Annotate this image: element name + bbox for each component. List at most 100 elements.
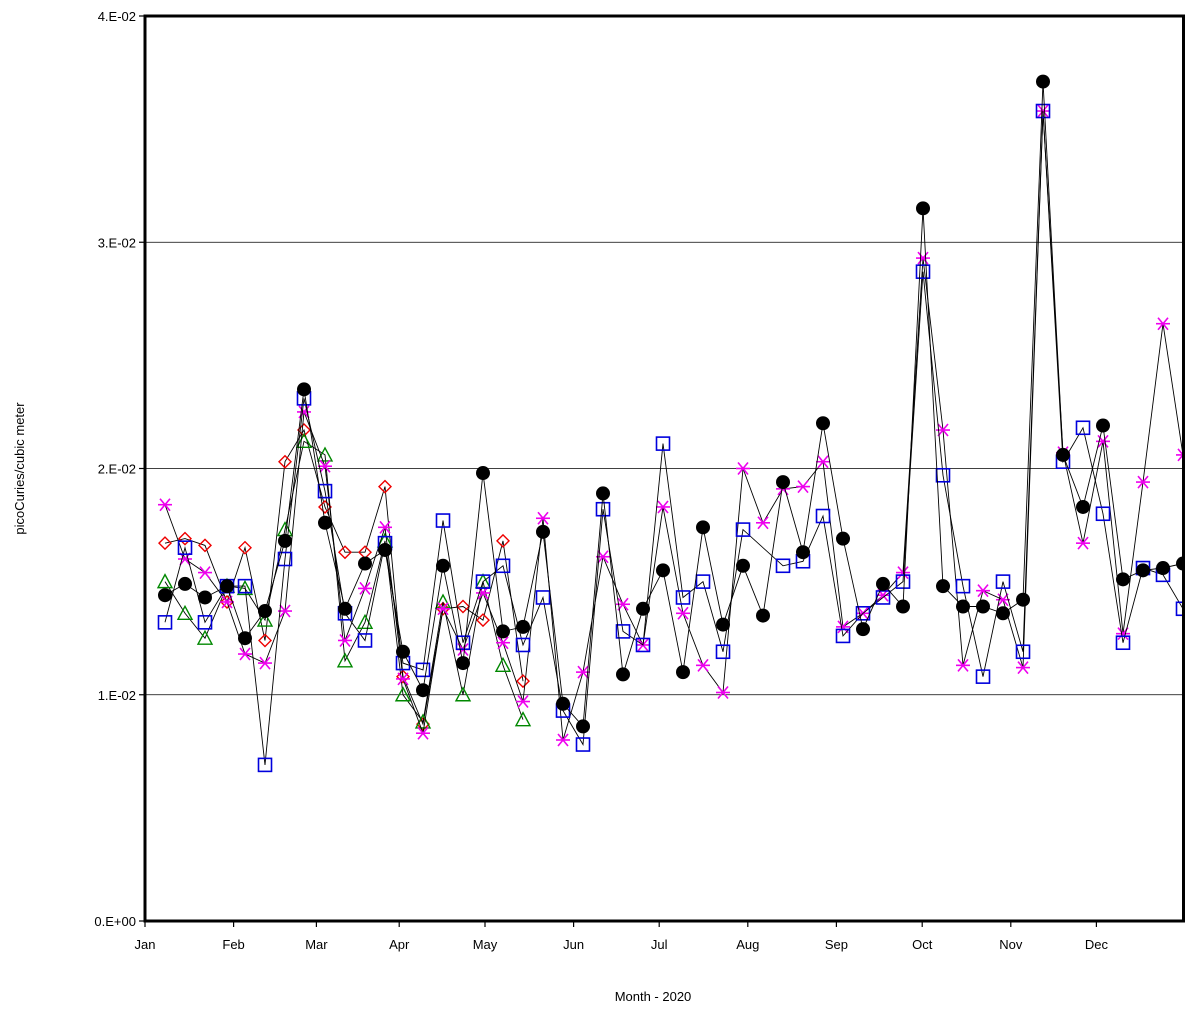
point-diamond-7 xyxy=(297,423,311,438)
point-circle-24 xyxy=(636,601,650,616)
point-circle-5 xyxy=(258,604,272,619)
point-asterisk-49 xyxy=(1136,475,1150,489)
x-tick-label-6: Jul xyxy=(651,937,668,952)
x-tick-label-10: Nov xyxy=(999,937,1023,952)
point-asterisk-19 xyxy=(536,511,550,525)
point-asterisk-33 xyxy=(816,455,830,469)
point-square-24 xyxy=(635,637,651,653)
point-asterisk-10 xyxy=(358,581,372,595)
point-asterisk-5 xyxy=(258,656,272,670)
point-circle-15 xyxy=(456,656,470,671)
point-circle-39 xyxy=(936,579,950,594)
point-circle-26 xyxy=(676,665,690,680)
x-tick-label-3: Apr xyxy=(389,937,410,952)
point-circle-2 xyxy=(198,590,212,605)
point-triangle-18 xyxy=(514,711,532,727)
point-triangle-9 xyxy=(336,652,354,668)
point-asterisk-46 xyxy=(1076,536,1090,550)
point-triangle-7 xyxy=(295,432,313,449)
point-asterisk-25 xyxy=(656,500,670,514)
point-circle-45 xyxy=(1056,447,1070,462)
point-asterisk-8 xyxy=(318,459,332,473)
point-circle-1 xyxy=(178,576,192,591)
point-diamond-3 xyxy=(220,594,234,609)
point-square-26 xyxy=(675,590,691,605)
x-tick-label-8: Sep xyxy=(825,937,848,952)
point-asterisk-26 xyxy=(676,606,690,620)
point-circle-42 xyxy=(996,606,1010,621)
point-square-1 xyxy=(177,540,193,555)
point-circle-3 xyxy=(220,579,234,594)
point-circle-48 xyxy=(1116,572,1130,587)
point-circle-22 xyxy=(596,486,610,501)
point-diamond-4 xyxy=(238,540,252,555)
series-circle xyxy=(158,74,1185,734)
point-asterisk-12 xyxy=(396,672,410,686)
point-diamond-2 xyxy=(198,538,212,553)
point-circle-32 xyxy=(796,545,810,560)
point-circle-21 xyxy=(576,719,590,734)
y-tick-label-1: 1.E-02 xyxy=(98,688,136,703)
x-tick-label-1: Feb xyxy=(222,937,244,952)
point-square-13 xyxy=(415,662,431,678)
point-square-2 xyxy=(197,615,213,630)
point-circle-25 xyxy=(656,563,670,578)
point-square-46 xyxy=(1095,506,1111,522)
series-line-square xyxy=(164,110,1184,765)
point-square-22 xyxy=(595,501,611,517)
point-circle-8 xyxy=(318,515,332,530)
y-tick-label-2: 2.E-02 xyxy=(98,462,136,477)
point-triangle-8 xyxy=(316,446,334,462)
point-asterisk-29 xyxy=(736,461,750,476)
x-tick-label-5: Jun xyxy=(563,937,584,952)
point-diamond-17 xyxy=(496,533,510,548)
point-square-14 xyxy=(435,513,451,528)
point-asterisk-30 xyxy=(756,516,770,530)
point-square-29 xyxy=(735,522,751,537)
y-axis: 0.E+00 1.E-02 2.E-02 3.E-02 4.E-02 xyxy=(94,9,145,929)
point-circle-11 xyxy=(378,542,392,557)
x-tick-label-0: Jan xyxy=(135,937,156,952)
point-circle-0 xyxy=(158,588,172,603)
point-circle-37 xyxy=(896,599,910,614)
point-circle-44 xyxy=(1036,74,1050,89)
point-square-18 xyxy=(515,637,531,653)
x-tick-label-2: Mar xyxy=(305,937,328,952)
point-circle-31 xyxy=(776,475,790,490)
point-triangle-17 xyxy=(494,656,512,673)
point-square-6 xyxy=(277,551,293,567)
point-asterisk-1 xyxy=(178,552,192,566)
point-triangle-5 xyxy=(256,611,274,627)
series-group xyxy=(156,74,1185,773)
point-square-35 xyxy=(875,590,891,605)
point-circle-9 xyxy=(338,601,352,616)
point-triangle-15 xyxy=(454,686,472,702)
y-tick-label-3: 3.E-02 xyxy=(98,235,136,250)
point-asterisk-14 xyxy=(436,602,450,616)
y-tick-label-4: 4.E-02 xyxy=(98,9,136,24)
point-square-36 xyxy=(895,574,911,589)
point-asterisk-43 xyxy=(1016,661,1030,675)
point-asterisk-40 xyxy=(956,658,970,672)
point-square-47 xyxy=(1115,635,1131,651)
point-triangle-0 xyxy=(156,573,174,589)
gridlines xyxy=(145,241,1185,696)
point-asterisk-11 xyxy=(378,520,392,534)
point-circle-18 xyxy=(516,619,530,634)
point-circle-47 xyxy=(1096,418,1110,433)
point-circle-33 xyxy=(816,416,830,431)
point-circle-38 xyxy=(916,201,930,216)
point-square-19 xyxy=(535,590,551,605)
point-square-33 xyxy=(835,628,851,644)
point-circle-49 xyxy=(1136,563,1150,578)
series-diamond xyxy=(158,423,530,732)
point-asterisk-2 xyxy=(198,566,212,580)
x-tick-label-7: Aug xyxy=(736,937,759,952)
point-diamond-1 xyxy=(178,531,192,546)
point-circle-50 xyxy=(1156,561,1170,576)
point-square-16 xyxy=(475,574,491,589)
point-circle-27 xyxy=(696,520,710,535)
point-diamond-16 xyxy=(476,613,490,628)
point-square-32 xyxy=(815,508,831,524)
point-circle-23 xyxy=(616,667,630,682)
